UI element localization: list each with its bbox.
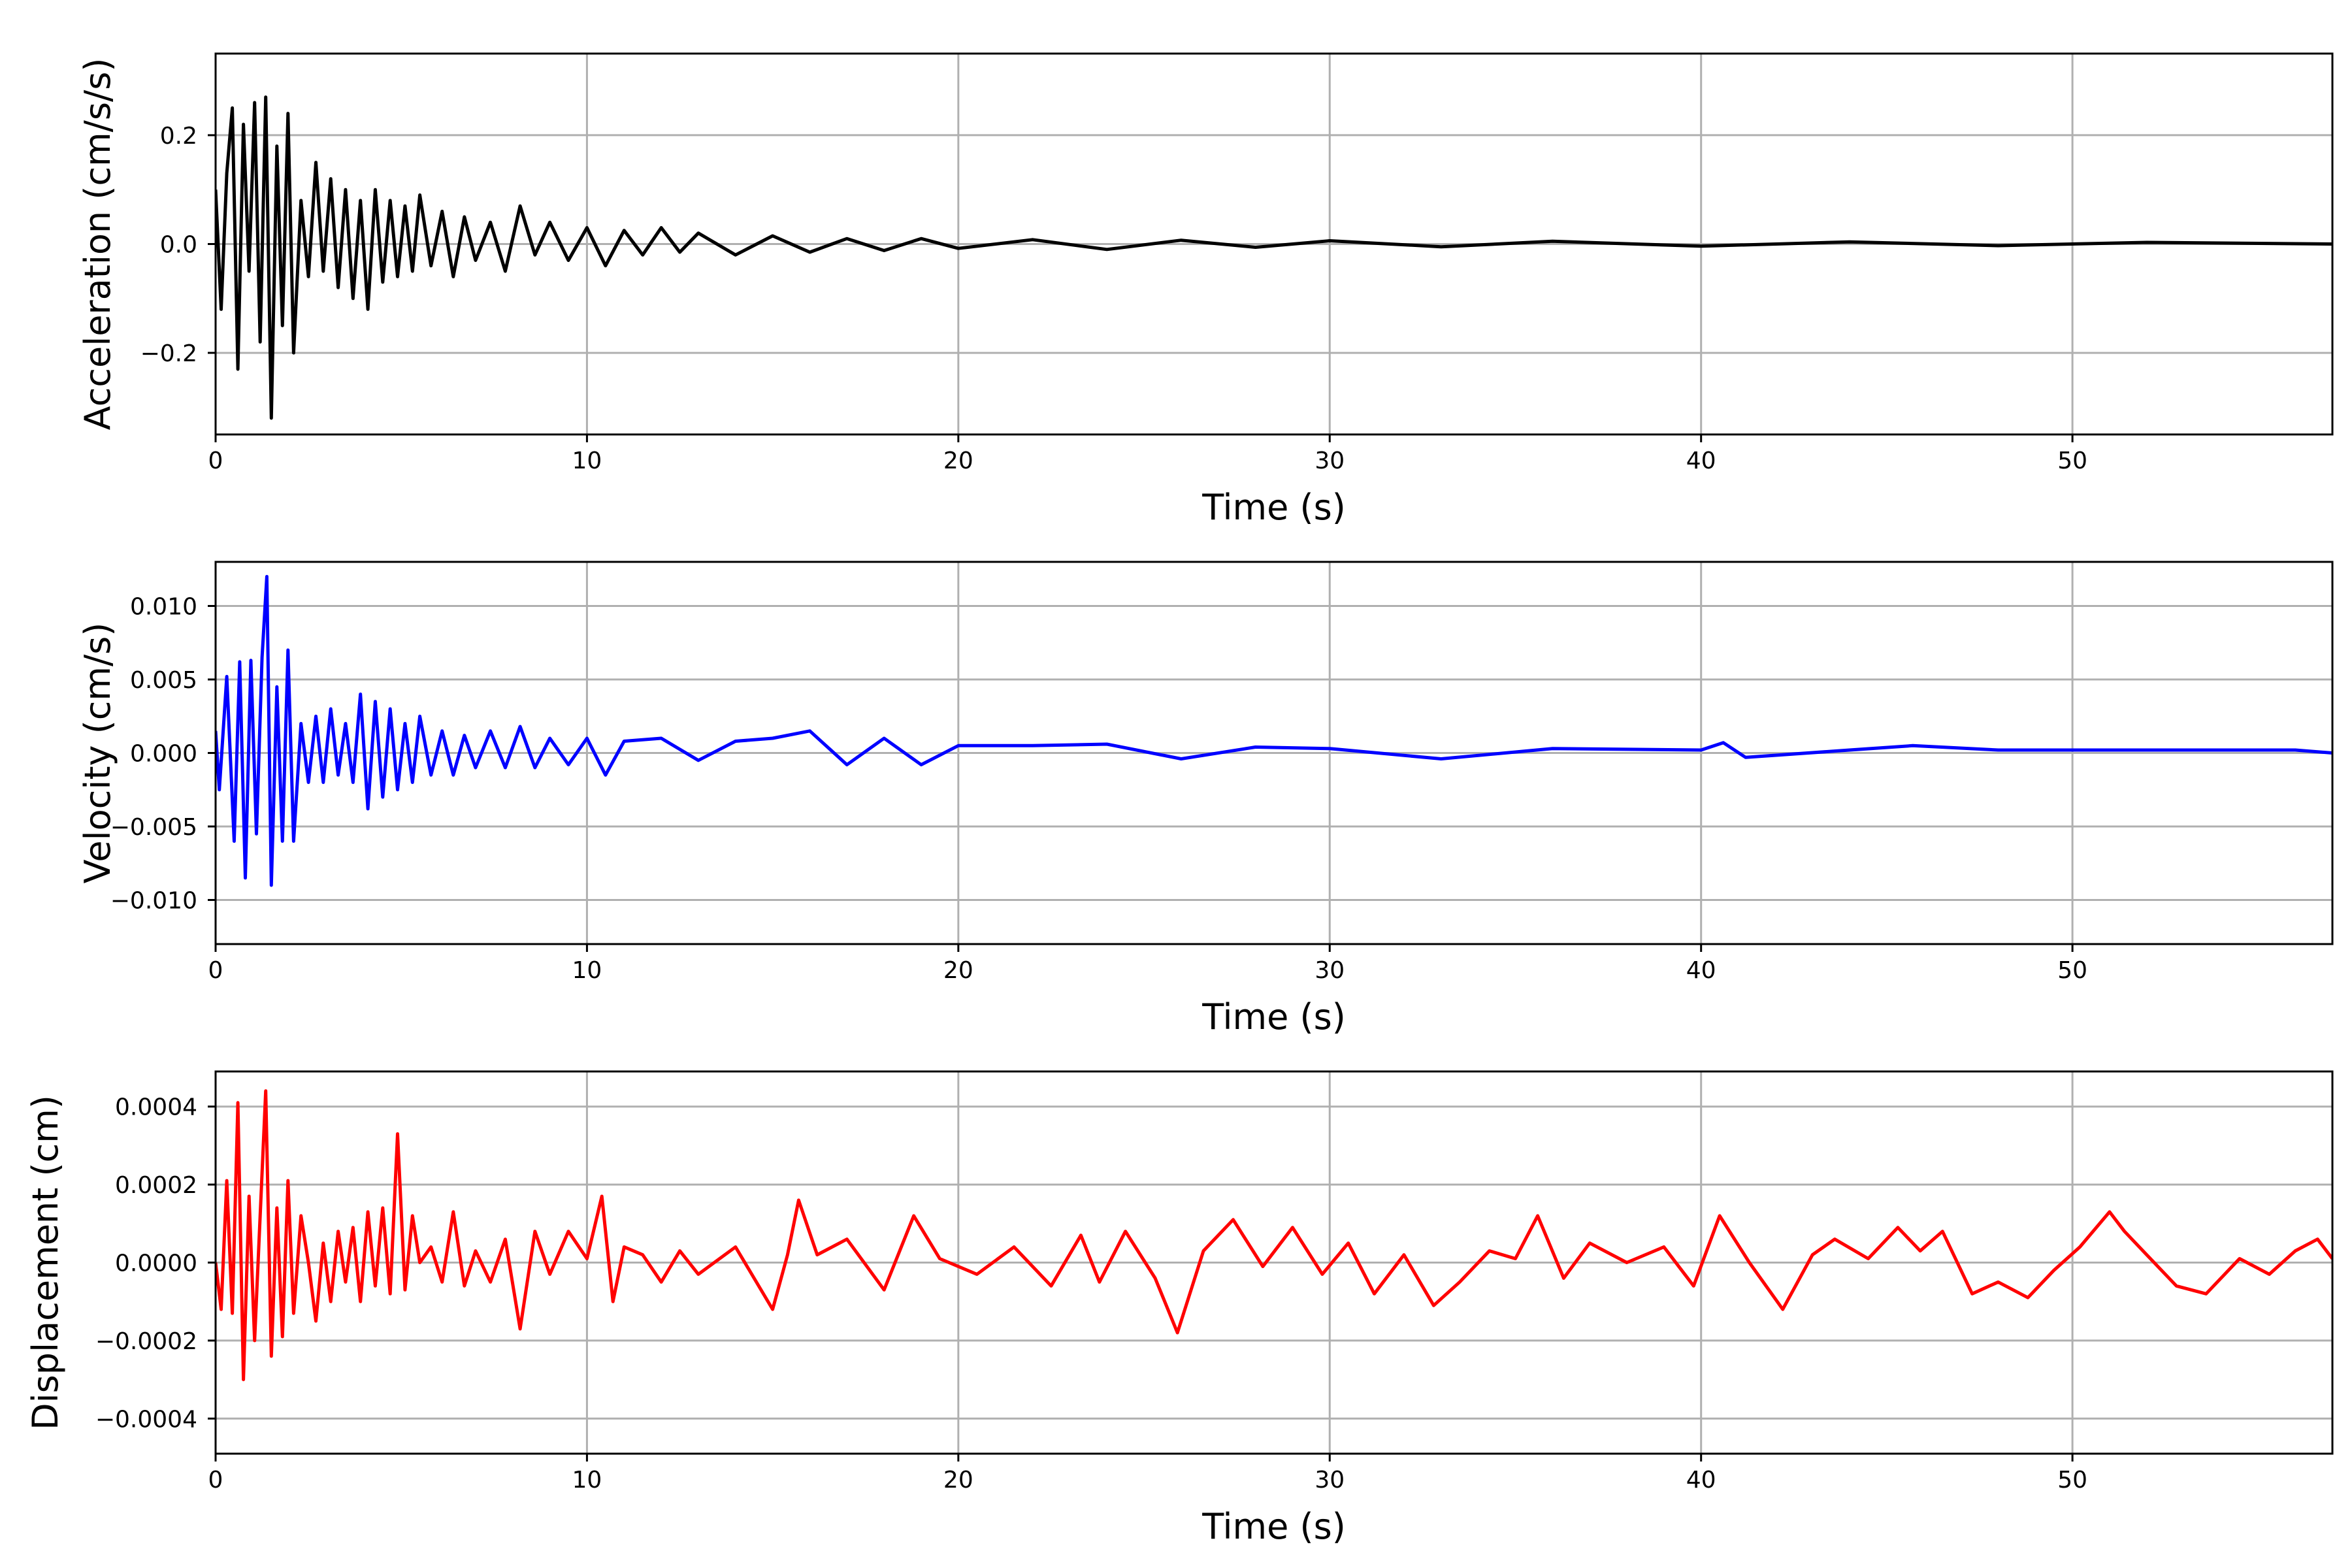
velocity-ytick-label: 0.000 <box>130 741 197 768</box>
velocity-xtick-label: 50 <box>2057 957 2087 984</box>
velocity-series-line <box>216 575 2332 887</box>
displacement-ytick-label: 0.0004 <box>115 1094 197 1121</box>
displacement-yaxis-label: Displacement (cm) <box>25 1095 66 1430</box>
displacement-xtick-label: 0 <box>208 1467 223 1494</box>
velocity-ytick-label: −0.010 <box>110 888 197 915</box>
velocity-ytick-label: −0.005 <box>110 814 197 841</box>
velocity-ytick-label: 0.010 <box>130 594 197 621</box>
acceleration-ytick-label: 0.2 <box>160 123 197 150</box>
acceleration-ytick-label: −0.2 <box>140 340 197 367</box>
acceleration-xtick-label: 20 <box>943 448 973 474</box>
displacement-ytick-label: −0.0004 <box>95 1406 197 1433</box>
displacement-panel: 0 10 20 30 40 50 −0.0004 −0.0002 0.0000 0.0002 0.0… <box>25 1070 2334 1547</box>
velocity-xtick-label: 0 <box>208 957 223 984</box>
displacement-ytick-label: −0.0002 <box>95 1328 197 1355</box>
acceleration-xtick-label: 50 <box>2057 448 2087 474</box>
acceleration-ytick-label: 0.0 <box>160 232 197 259</box>
velocity-ytick-label: 0.005 <box>130 667 197 694</box>
velocity-yaxis-label: Velocity (cm/s) <box>77 623 118 884</box>
acceleration-xtick-label: 0 <box>208 448 223 474</box>
acceleration-yaxis-label: Acceleration (cm/s/s) <box>77 58 118 431</box>
velocity-xtick-label: 10 <box>572 957 602 984</box>
displacement-xtick-label: 40 <box>1686 1467 1716 1494</box>
displacement-xtick-label: 30 <box>1315 1467 1345 1494</box>
acceleration-xtick-label: 40 <box>1686 448 1716 474</box>
acceleration-xtick-label: 10 <box>572 448 602 474</box>
displacement-ytick-label: 0.0002 <box>115 1172 197 1199</box>
velocity-xaxis-label: Time (s) <box>1201 996 1346 1037</box>
acceleration-xaxis-label: Time (s) <box>1201 487 1346 528</box>
displacement-xaxis-label: Time (s) <box>1201 1506 1346 1547</box>
acceleration-xtick-label: 30 <box>1315 448 1345 474</box>
displacement-xtick-label: 50 <box>2057 1467 2087 1494</box>
displacement-xtick-label: 10 <box>572 1467 602 1494</box>
displacement-xtick-label: 20 <box>943 1467 973 1494</box>
displacement-series-line <box>216 1089 2332 1382</box>
acceleration-panel: 0 10 20 30 40 50 −0.2 0.0 0.2 Time (s) Acceleratio… <box>77 52 2334 528</box>
displacement-ytick-label: 0.0000 <box>115 1250 197 1277</box>
acceleration-series-line <box>216 95 2332 420</box>
velocity-xtick-label: 20 <box>943 957 973 984</box>
velocity-xtick-label: 30 <box>1315 957 1345 984</box>
velocity-panel: 0 10 20 30 40 50 −0.010 −0.005 0.000 0.005 0.010 Ti… <box>77 561 2334 1037</box>
velocity-xtick-label: 40 <box>1686 957 1716 984</box>
